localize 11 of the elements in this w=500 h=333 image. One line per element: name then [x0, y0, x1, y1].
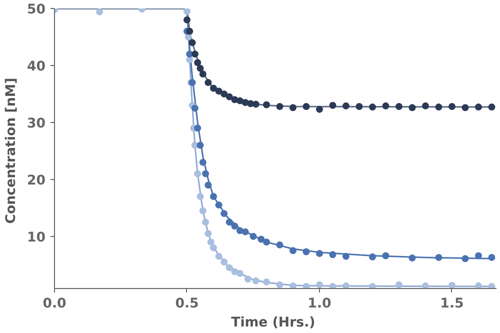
y-axis-title: Concentration [nM] [4, 78, 19, 224]
y-tick-label: 50 [26, 2, 46, 18]
x-axis-title: Time (Hrs.) [231, 316, 316, 330]
y-tick-label: 10 [26, 230, 46, 246]
x-tick-label: 1.5 [440, 296, 464, 312]
x-tick-label: 0.0 [42, 296, 66, 312]
y-tick-label: 30 [26, 116, 46, 132]
y-tick-label: 20 [26, 173, 46, 188]
x-tick-label: 1.0 [308, 296, 332, 312]
x-tick-label: 0.5 [175, 296, 199, 312]
y-tick-label: 40 [26, 59, 46, 74]
